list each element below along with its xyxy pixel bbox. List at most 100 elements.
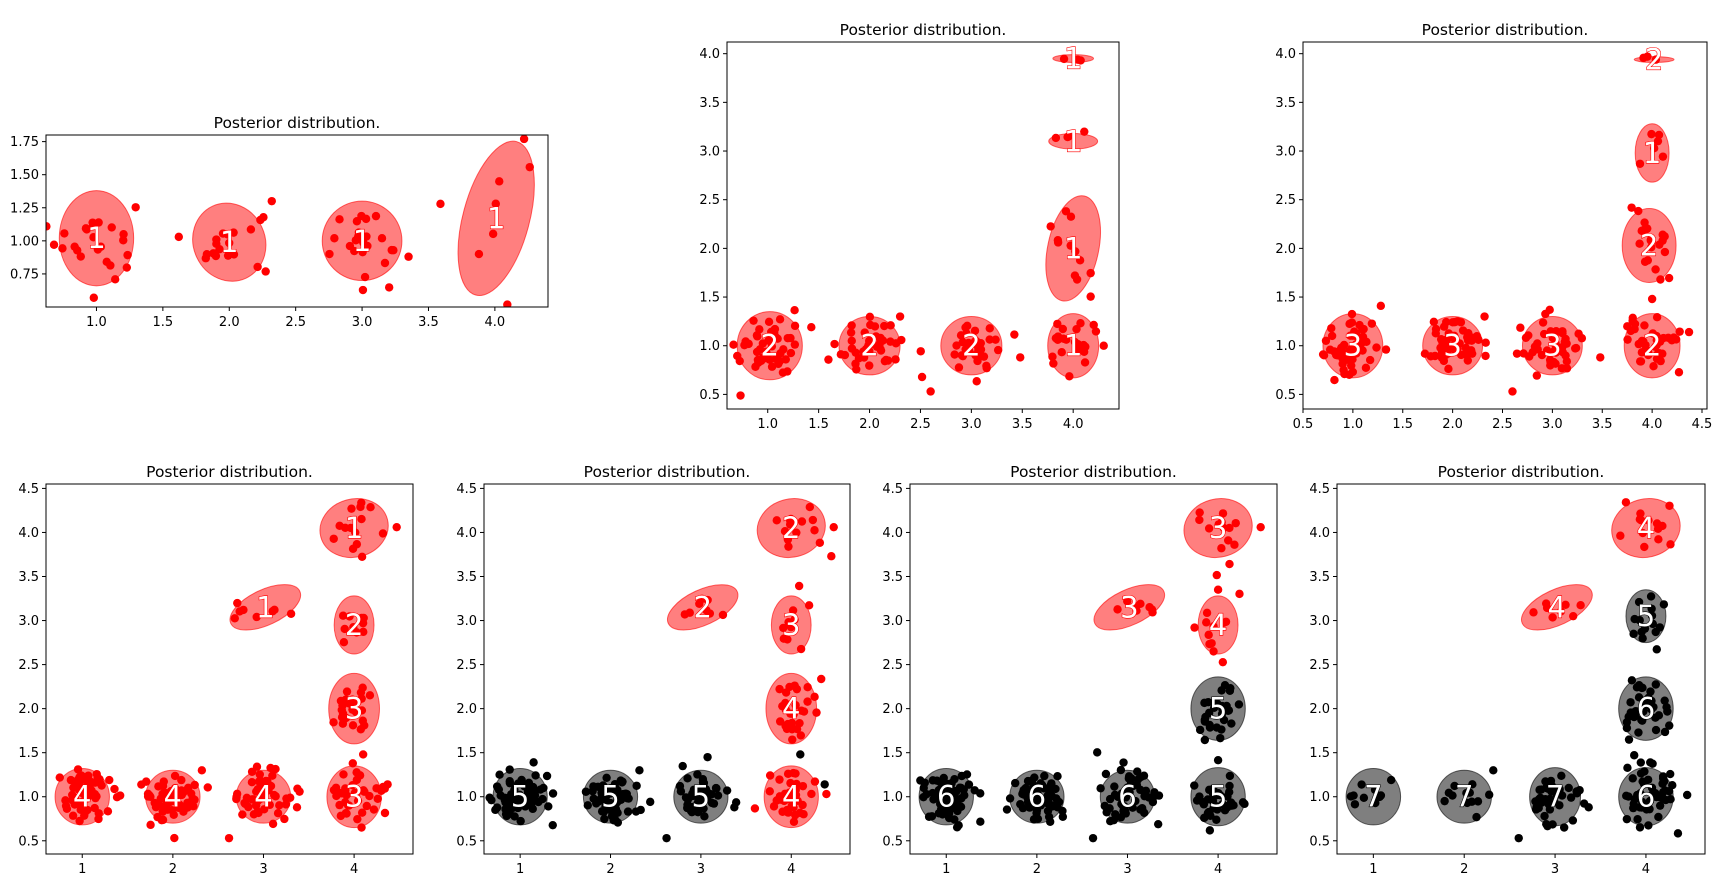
data-point xyxy=(1370,785,1380,794)
y-tick-label: 4.5 xyxy=(1309,482,1330,497)
plot-area: 2 2 2 1 1 1 1 xyxy=(729,42,1108,400)
data-point xyxy=(495,177,504,186)
y-tick-label: 2.0 xyxy=(699,242,720,257)
data-point xyxy=(1195,508,1204,517)
data-point xyxy=(77,799,86,809)
data-point xyxy=(1663,707,1672,716)
cluster-label: 2 xyxy=(1640,228,1658,262)
data-point xyxy=(1550,797,1559,807)
data-point xyxy=(1065,372,1074,381)
data-point xyxy=(958,337,967,347)
data-point xyxy=(613,795,622,804)
data-point xyxy=(1621,498,1631,507)
data-point xyxy=(1637,226,1646,236)
data-point xyxy=(790,321,800,331)
y-tick-label: 0.5 xyxy=(1309,834,1330,849)
data-point xyxy=(954,363,964,372)
data-point xyxy=(1058,324,1068,334)
data-point xyxy=(1644,821,1653,830)
data-point xyxy=(1659,600,1669,609)
y-tick-label: 4.0 xyxy=(456,526,477,541)
data-point xyxy=(712,784,721,793)
axes-frame xyxy=(726,41,1120,410)
data-point xyxy=(1213,699,1222,708)
y-tick-label: 1.25 xyxy=(10,201,39,216)
data-point xyxy=(365,691,375,700)
data-point xyxy=(342,687,352,696)
data-point xyxy=(1053,319,1062,329)
data-point xyxy=(77,788,86,797)
data-point xyxy=(1516,323,1525,332)
data-point xyxy=(1444,788,1454,797)
y-tick-label: 1.5 xyxy=(699,291,720,306)
x-tick-label: 2 xyxy=(1033,862,1041,877)
data-point xyxy=(1551,339,1560,348)
data-point xyxy=(491,199,500,208)
data-point xyxy=(68,795,77,805)
data-point xyxy=(1668,781,1677,790)
cluster-label: 3 xyxy=(1344,329,1362,363)
data-point xyxy=(1634,728,1643,737)
data-point xyxy=(771,354,780,364)
data-point xyxy=(752,331,762,340)
data-point xyxy=(341,784,350,793)
data-point xyxy=(765,787,775,796)
data-point xyxy=(775,775,784,784)
cluster-label: 5 xyxy=(692,780,710,814)
data-point xyxy=(713,791,723,800)
data-point xyxy=(1445,344,1455,353)
data-point xyxy=(1546,327,1555,336)
data-point xyxy=(201,254,210,263)
data-point xyxy=(342,809,351,818)
x-tick-label: 3 xyxy=(1123,862,1131,877)
data-point xyxy=(1658,230,1667,239)
data-point xyxy=(534,797,543,807)
data-point xyxy=(1655,240,1664,249)
data-point xyxy=(529,758,538,767)
data-point xyxy=(380,258,390,268)
data-point xyxy=(502,811,511,821)
cluster-label: 5 xyxy=(1209,780,1227,814)
x-tick-label: 3 xyxy=(697,862,705,877)
data-point xyxy=(1647,129,1656,139)
data-point xyxy=(531,771,540,780)
data-point xyxy=(1566,793,1576,802)
data-point xyxy=(1558,329,1567,338)
data-point xyxy=(158,807,167,816)
data-point xyxy=(693,770,702,779)
data-point xyxy=(943,779,952,789)
data-point xyxy=(807,323,816,332)
data-point xyxy=(1652,519,1662,528)
data-point xyxy=(1361,363,1371,372)
data-point xyxy=(177,775,186,785)
y-tick-label: 1.0 xyxy=(1275,339,1296,354)
data-point xyxy=(347,504,356,513)
cluster-label: 3 xyxy=(1209,511,1227,545)
data-point xyxy=(1044,812,1054,821)
data-point xyxy=(268,607,277,616)
data-point xyxy=(827,552,836,561)
data-point xyxy=(1652,645,1661,654)
x-tick-label: 1.0 xyxy=(1343,417,1364,432)
data-point xyxy=(767,362,777,371)
data-point xyxy=(341,695,351,704)
data-point xyxy=(804,601,814,610)
data-point xyxy=(1059,54,1069,64)
y-tick-label: 3.5 xyxy=(882,570,903,585)
data-point xyxy=(775,315,785,324)
data-point xyxy=(1070,271,1080,280)
cluster-label: 2 xyxy=(1643,329,1661,363)
data-point xyxy=(1063,132,1072,142)
data-point xyxy=(254,808,263,818)
x-tick-label: 1 xyxy=(516,862,524,877)
data-point xyxy=(1207,639,1216,648)
data-point xyxy=(764,317,774,327)
data-point xyxy=(953,806,962,816)
cluster-label: 4 xyxy=(1548,590,1566,624)
data-point xyxy=(871,332,881,341)
cluster-label: 3 xyxy=(345,692,363,726)
x-tick-label: 2.0 xyxy=(1442,417,1463,432)
data-point xyxy=(958,351,968,361)
data-point xyxy=(1030,773,1039,782)
data-point xyxy=(1192,796,1202,805)
